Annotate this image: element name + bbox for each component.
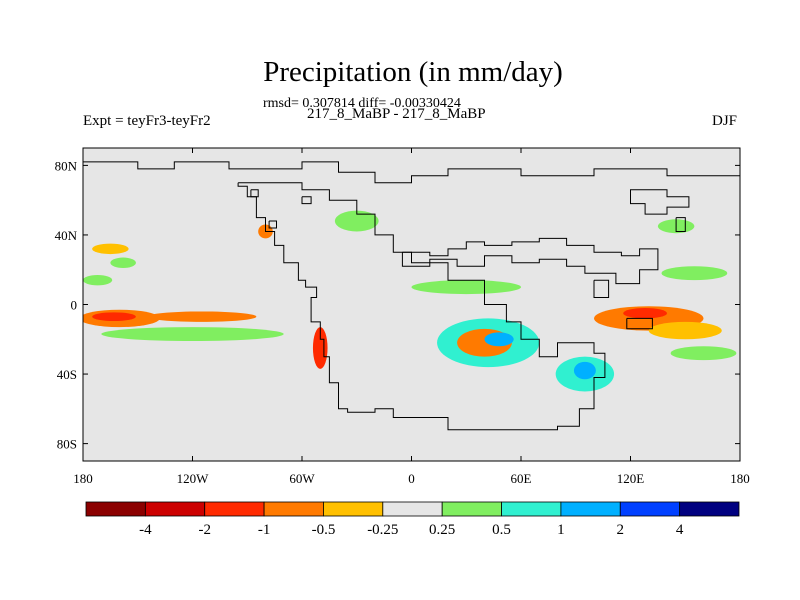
y-tick-label: 40S bbox=[57, 367, 77, 382]
colorbar-label: 2 bbox=[617, 522, 625, 538]
anomaly-atlantic-north-positive bbox=[334, 210, 379, 232]
anomaly-andes-negative bbox=[312, 327, 328, 369]
coastline-segment bbox=[401, 237, 659, 285]
anomaly-equatorial-indian-core bbox=[623, 307, 667, 319]
coastline-outline bbox=[83, 161, 740, 431]
anomaly-equatorial-indian-south bbox=[648, 321, 722, 340]
coastline-segment bbox=[626, 317, 653, 330]
colorbar: -4 -2 -1 -0.5 -0.25 0.25 0.5 1 2 4 bbox=[85, 501, 740, 538]
colorbar-label: -4 bbox=[139, 522, 152, 538]
anomaly-north-pacific-green-patch-2 bbox=[110, 257, 136, 268]
runs-line: 217_8_MaBP - 217_8_MaBP bbox=[307, 106, 486, 122]
colorbar-box bbox=[144, 501, 206, 517]
plot-background bbox=[83, 148, 740, 461]
colorbar-box bbox=[501, 501, 562, 517]
colorbar-box bbox=[619, 501, 681, 517]
x-tick-label: 120E bbox=[617, 471, 645, 486]
chart-title: Precipitation (in mm/day) bbox=[263, 56, 563, 88]
colorbar-box bbox=[679, 501, 740, 517]
stats-line: rmsd= 0.307814 diff= -0.00330424 bbox=[263, 96, 461, 111]
colorbar-label: -1 bbox=[258, 522, 271, 538]
y-tick-label: 40N bbox=[55, 228, 78, 243]
colorbar-label: 1 bbox=[557, 522, 565, 538]
colorbar-box bbox=[382, 501, 443, 517]
colorbar-label: -0.25 bbox=[367, 522, 398, 538]
coastline-segment bbox=[268, 220, 277, 229]
anomaly-equatorial-pacific-central-negative bbox=[146, 311, 257, 322]
plot-area bbox=[83, 148, 740, 461]
x-tick-label: 120W bbox=[177, 471, 210, 486]
anomaly-fields bbox=[83, 210, 737, 392]
coastline-segment bbox=[630, 189, 690, 215]
coastline-segment bbox=[301, 196, 312, 205]
anomaly-north-africa-positive bbox=[411, 280, 521, 295]
anomaly-southeast-asia-green bbox=[670, 346, 737, 361]
y-tick-label: 80N bbox=[55, 158, 78, 173]
y-axis: 80N 40N 0 40S 80S bbox=[55, 158, 740, 452]
coastline-segment bbox=[83, 161, 740, 184]
x-tick-label: 60E bbox=[511, 471, 532, 486]
y-tick-label: 80S bbox=[57, 437, 77, 452]
colorbar-box bbox=[441, 501, 502, 517]
season-label: DJF bbox=[712, 113, 738, 129]
colorbar-box bbox=[204, 501, 265, 517]
colorbar-box bbox=[560, 501, 621, 517]
experiment-label: Expt = teyFr3-teyFr2 bbox=[83, 113, 211, 129]
y-tick-label: 0 bbox=[71, 298, 78, 313]
colorbar-box bbox=[85, 501, 146, 517]
coastline-segment bbox=[675, 217, 686, 232]
coastline-segment bbox=[250, 189, 259, 198]
coastline-segment bbox=[237, 182, 606, 431]
anomaly-north-pacific-green-patch bbox=[83, 274, 113, 286]
colorbar-box bbox=[323, 501, 384, 517]
colorbar-label: 0.5 bbox=[492, 522, 511, 538]
coastline-segment bbox=[593, 279, 610, 298]
x-tick-label: 180 bbox=[73, 471, 93, 486]
anomaly-pacific-east-green bbox=[661, 266, 728, 281]
x-tick-label: 180 bbox=[730, 471, 750, 486]
anomaly-indian-ocean-cyan bbox=[573, 361, 596, 380]
anomaly-south-pacific-positive-band bbox=[101, 327, 284, 342]
anomaly-south-africa-cyan bbox=[484, 332, 514, 347]
x-tick-label: 60W bbox=[289, 471, 315, 486]
anomaly-equatorial-pacific-west-core bbox=[92, 312, 136, 322]
colorbar-box bbox=[263, 501, 324, 517]
x-axis: 180 120W 60W 0 60E 120E 180 bbox=[73, 148, 750, 486]
colorbar-label: -0.5 bbox=[312, 522, 336, 538]
anomaly-north-pacific-orange-patch bbox=[92, 243, 129, 255]
colorbar-label: 4 bbox=[676, 522, 684, 538]
colorbar-label: 0.25 bbox=[429, 522, 455, 538]
colorbar-label: -2 bbox=[198, 522, 211, 538]
x-tick-label: 0 bbox=[408, 471, 415, 486]
